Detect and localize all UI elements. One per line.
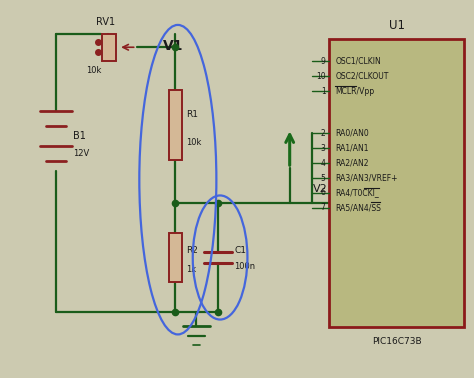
Text: RV1: RV1 [96, 17, 115, 27]
Text: RA1/AN1: RA1/AN1 [336, 144, 369, 153]
Text: R1: R1 [186, 110, 198, 119]
Text: V2: V2 [313, 184, 328, 194]
Text: RA5/AN4/SS: RA5/AN4/SS [336, 203, 381, 212]
Text: 7: 7 [320, 203, 326, 212]
Text: 2: 2 [321, 129, 326, 138]
Text: 5: 5 [320, 174, 326, 183]
Text: 1k: 1k [186, 265, 196, 274]
Text: 10: 10 [316, 72, 326, 81]
Bar [169, 233, 182, 282]
Text: RA4/T0CKI_: RA4/T0CKI_ [336, 189, 379, 197]
Bar [102, 34, 116, 62]
Text: MCLR/Vpp: MCLR/Vpp [336, 87, 374, 96]
Text: 3: 3 [320, 144, 326, 153]
Text: U1: U1 [389, 19, 405, 32]
Text: OSC2/CLKOUT: OSC2/CLKOUT [336, 72, 389, 81]
Text: RA3/AN3/VREF+: RA3/AN3/VREF+ [336, 174, 398, 183]
Text: 10k: 10k [86, 66, 101, 75]
Text: PIC16C73B: PIC16C73B [372, 337, 421, 346]
Text: OSC1/CLKIN: OSC1/CLKIN [336, 57, 381, 66]
Text: 1: 1 [321, 87, 326, 96]
Text: B1: B1 [73, 131, 86, 141]
Text: RA2/AN2: RA2/AN2 [336, 159, 369, 168]
Bar [329, 39, 464, 327]
Text: 10k: 10k [186, 138, 201, 147]
Bar [169, 90, 182, 160]
Text: 6: 6 [320, 189, 326, 197]
Text: 4: 4 [320, 159, 326, 168]
Text: R2: R2 [186, 246, 198, 255]
Text: 12V: 12V [73, 149, 90, 158]
Text: RA0/AN0: RA0/AN0 [336, 129, 369, 138]
Text: 100n: 100n [235, 262, 255, 271]
Text: C1: C1 [235, 246, 246, 254]
Text: 9: 9 [320, 57, 326, 66]
Text: V1: V1 [163, 39, 183, 53]
